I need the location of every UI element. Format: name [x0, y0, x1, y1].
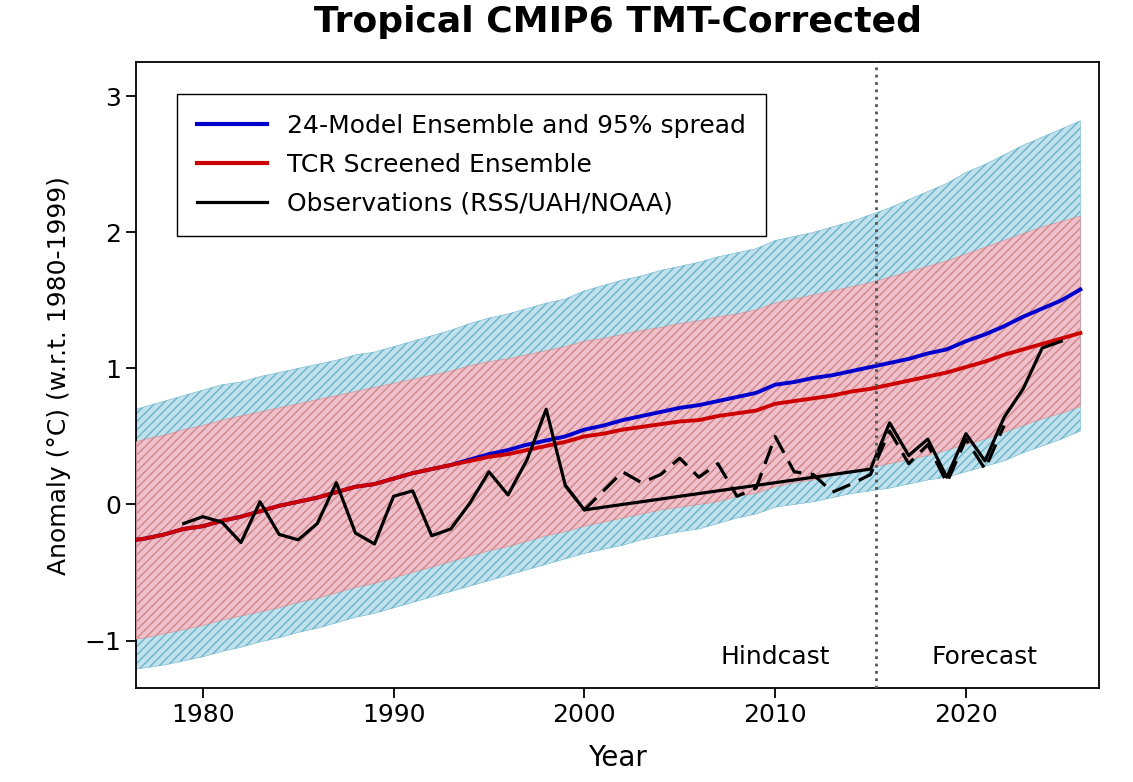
Legend: 24-Model Ensemble and 95% spread, TCR Screened Ensemble, Observations (RSS/UAH/N: 24-Model Ensemble and 95% spread, TCR Sc… [178, 94, 766, 235]
Y-axis label: Anomaly (°C) (w.r.t. 1980-1999): Anomaly (°C) (w.r.t. 1980-1999) [46, 176, 70, 575]
Text: Forecast: Forecast [931, 645, 1038, 669]
Text: Hindcast: Hindcast [721, 645, 829, 669]
Title: Tropical CMIP6 TMT-Corrected: Tropical CMIP6 TMT-Corrected [314, 5, 921, 39]
X-axis label: Year: Year [588, 744, 647, 771]
